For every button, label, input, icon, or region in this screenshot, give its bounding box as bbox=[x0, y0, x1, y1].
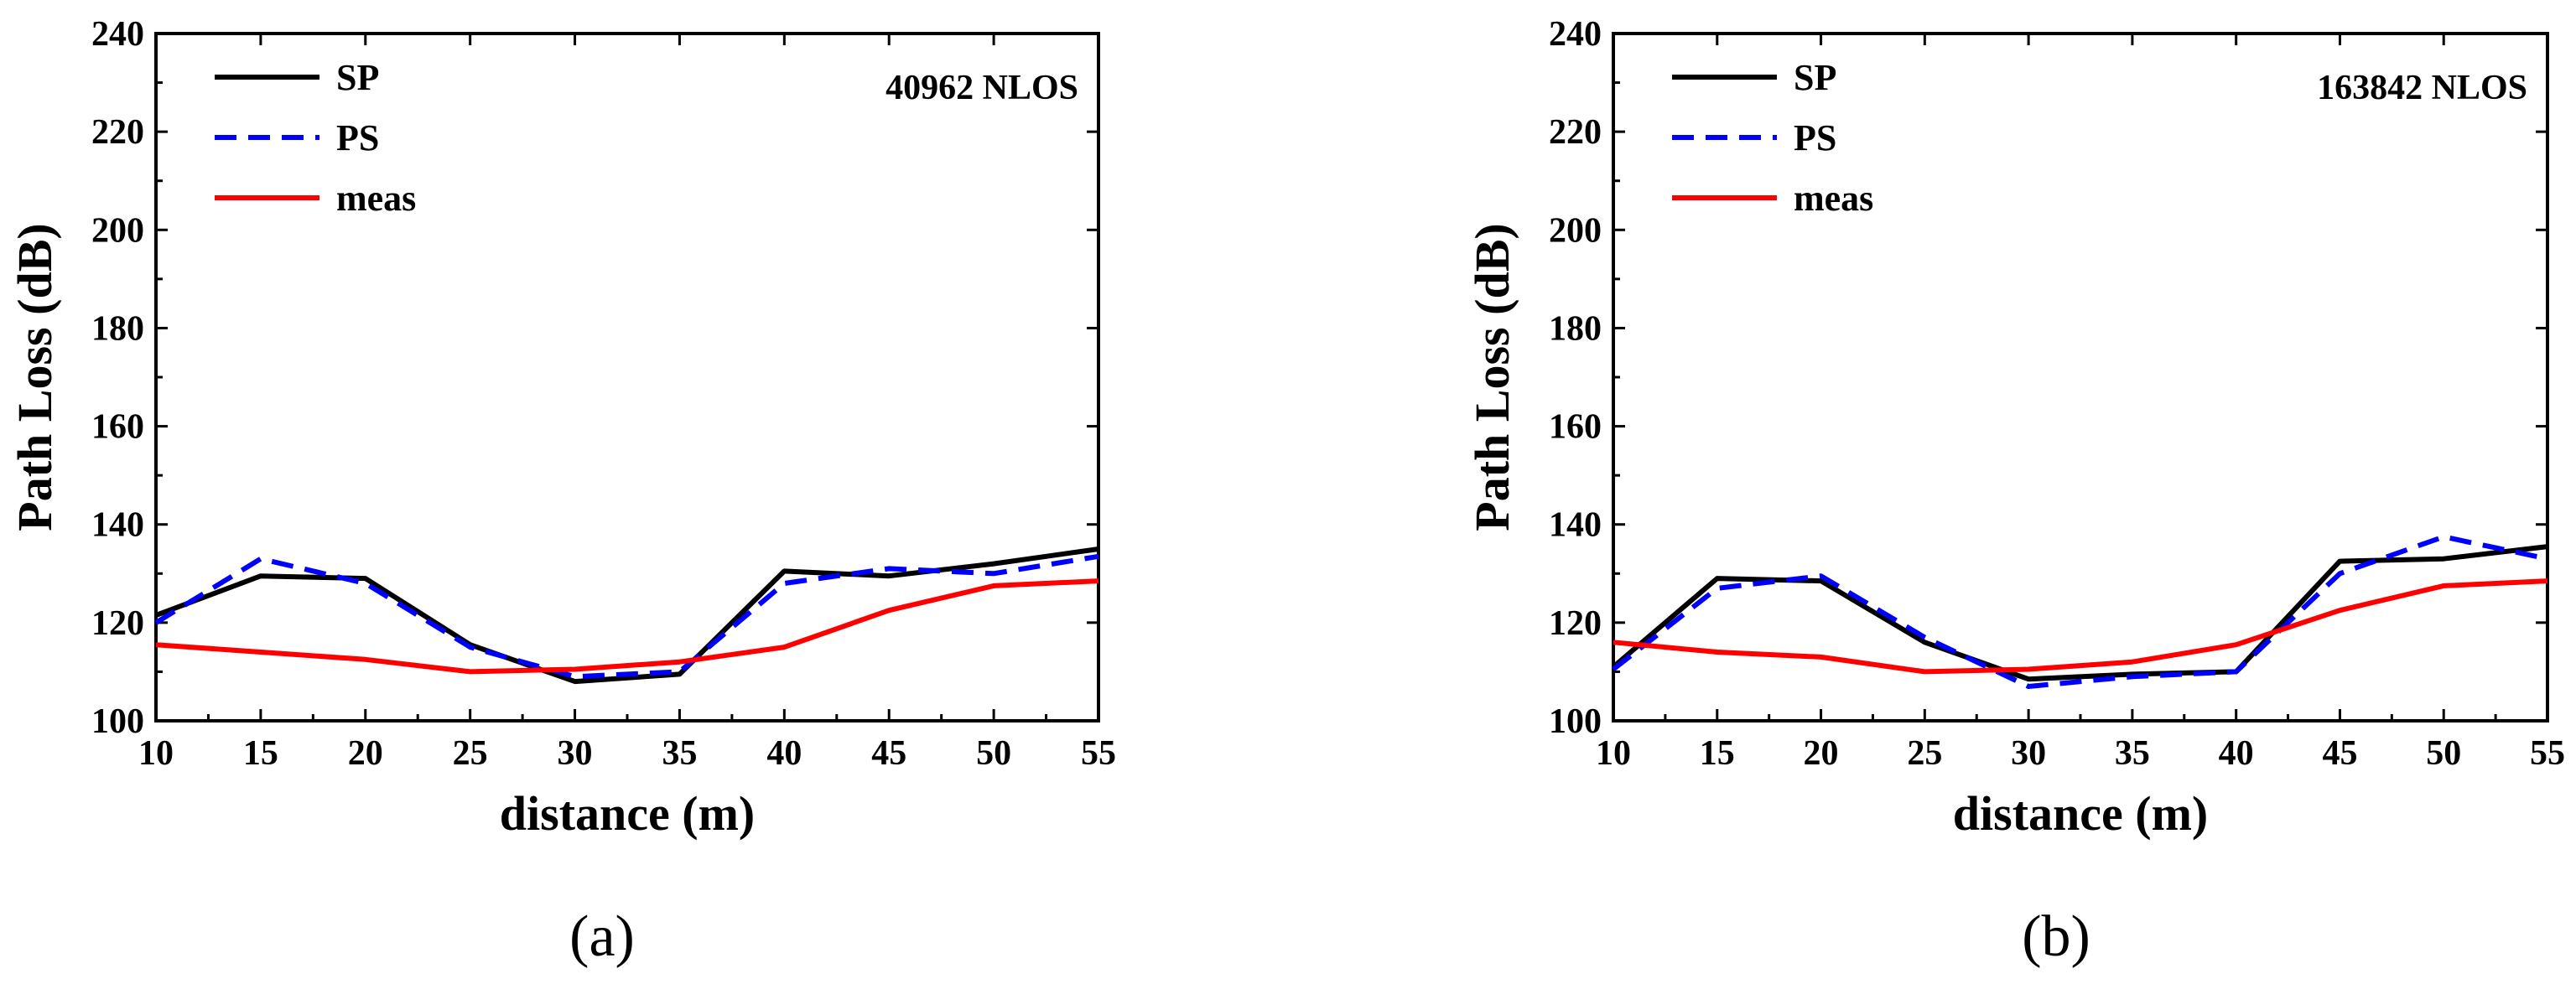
x-tick-label: 50 bbox=[2426, 734, 2461, 773]
legend-label-PS: PS bbox=[336, 117, 379, 158]
series-line-meas bbox=[1613, 578, 2548, 675]
y-tick-label: 180 bbox=[1549, 309, 1602, 348]
x-tick-label: 35 bbox=[662, 734, 697, 773]
y-tick-label: 160 bbox=[1549, 408, 1602, 447]
legend-label-SP: SP bbox=[1794, 57, 1836, 98]
y-tick-label: 220 bbox=[1549, 113, 1602, 152]
x-axis-title: distance (m) bbox=[500, 786, 755, 841]
panel-annotation: 163842 NLOS bbox=[2317, 69, 2527, 107]
panels: 10 15 20 25 30 35 40 45 50 55 100 120 140 160 180 200 22… bbox=[8, 15, 2565, 969]
y-tick-label: 120 bbox=[1549, 604, 1602, 643]
legend-label-meas: meas bbox=[1794, 178, 1873, 219]
panel-annotation: 40962 NLOS bbox=[886, 69, 1078, 107]
y-tick-label: 240 bbox=[91, 15, 144, 54]
panel-caption: (b) bbox=[2022, 904, 2090, 969]
y-axis-title: Path Loss (dB) bbox=[1465, 223, 1519, 531]
legend-label-meas: meas bbox=[336, 178, 416, 219]
panel-caption: (a) bbox=[569, 904, 635, 969]
caption-letter: b bbox=[2042, 904, 2071, 969]
x-tick-label: 40 bbox=[766, 734, 802, 773]
caption-open-paren: ( bbox=[2022, 904, 2041, 969]
x-tick-label: 10 bbox=[138, 734, 174, 773]
x-tick-label: 30 bbox=[558, 734, 593, 773]
x-tick-label: 25 bbox=[1907, 734, 1942, 773]
y-tick-label: 100 bbox=[1549, 702, 1602, 741]
caption-letter: a bbox=[589, 904, 615, 969]
series-line-SP bbox=[154, 546, 1099, 685]
x-tick-label: 10 bbox=[1596, 734, 1631, 773]
chart-panel-a: 10 15 20 25 30 35 40 45 50 55 100 120 140 160 180 200 22… bbox=[8, 15, 1116, 969]
y-tick-label: 140 bbox=[1549, 506, 1602, 545]
y-tick-label: 120 bbox=[91, 604, 144, 643]
caption-close-paren: ) bbox=[2071, 904, 2090, 969]
y-axis-title: Path Loss (dB) bbox=[8, 223, 62, 531]
y-tick-label: 160 bbox=[91, 408, 144, 447]
x-tick-label: 15 bbox=[1700, 734, 1735, 773]
x-tick-label: 55 bbox=[1081, 734, 1116, 773]
chart-panel-b: 10 15 20 25 30 35 40 45 50 55 100 120 140 160 180 200 22… bbox=[1465, 15, 2565, 969]
y-tick-label: 200 bbox=[1549, 211, 1602, 250]
x-tick-label: 45 bbox=[871, 734, 906, 773]
series-line-PS bbox=[1612, 534, 2548, 689]
y-tick-label: 200 bbox=[91, 211, 144, 250]
x-tick-label: 20 bbox=[1804, 734, 1839, 773]
legend-label-PS: PS bbox=[1794, 117, 1836, 158]
y-tick-label: 180 bbox=[91, 309, 144, 348]
x-tick-label: 20 bbox=[348, 734, 383, 773]
y-tick-label: 140 bbox=[91, 506, 144, 545]
x-tick-label: 55 bbox=[2530, 734, 2565, 773]
legend-label-SP: SP bbox=[336, 57, 379, 98]
caption-close-paren: ) bbox=[615, 904, 635, 969]
x-tick-label: 45 bbox=[2322, 734, 2357, 773]
x-tick-label: 30 bbox=[2011, 734, 2046, 773]
y-tick-label: 240 bbox=[1549, 15, 1602, 54]
x-tick-label: 35 bbox=[2115, 734, 2150, 773]
x-axis-title: distance (m) bbox=[1953, 786, 2208, 841]
caption-open-paren: ( bbox=[569, 904, 589, 969]
x-tick-label: 15 bbox=[243, 734, 278, 773]
y-tick-label: 220 bbox=[91, 113, 144, 152]
x-tick-label: 40 bbox=[2219, 734, 2254, 773]
x-tick-label: 50 bbox=[976, 734, 1011, 773]
series-line-PS bbox=[154, 553, 1099, 680]
x-tick-label: 25 bbox=[453, 734, 488, 773]
series-line-meas bbox=[155, 578, 1099, 675]
y-tick-label: 100 bbox=[91, 702, 144, 741]
